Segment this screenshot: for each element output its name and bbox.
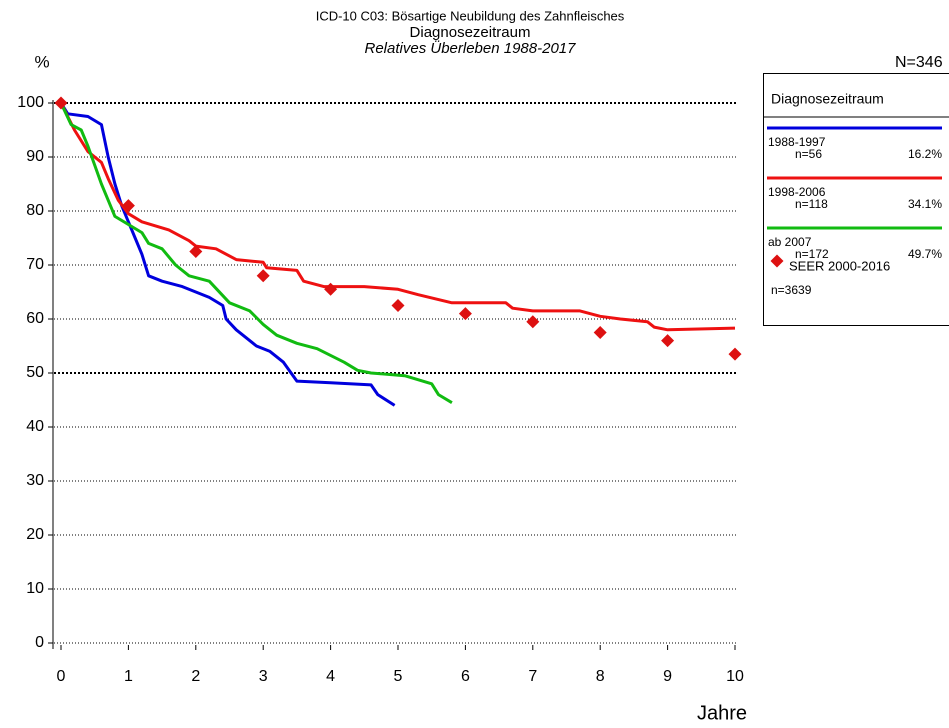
legend-title: Diagnosezeitraum <box>771 91 884 107</box>
x-tick-label: 10 <box>726 668 744 685</box>
legend-label: ab 2007 <box>768 235 812 249</box>
x-tick-label: 4 <box>326 668 335 685</box>
x-tick-label: 3 <box>259 668 268 685</box>
chart-title: ICD-10 C03: Bösartige Neubildung des Zah… <box>316 8 625 23</box>
x-tick-label: 1 <box>124 668 133 685</box>
legend-n: n=118 <box>795 197 828 211</box>
y-tick-label: 50 <box>26 364 44 381</box>
legend-share: 49.7% <box>908 247 942 261</box>
x-tick-label: 5 <box>394 668 403 685</box>
seer-marker <box>593 326 607 339</box>
y-tick-label: 30 <box>26 472 44 489</box>
legend-n: n=172 <box>795 247 829 261</box>
seer-marker <box>526 315 540 329</box>
legend-label: SEER 2000-2016 <box>789 258 890 273</box>
x-tick-label: 9 <box>663 668 672 685</box>
seer-marker <box>256 269 270 283</box>
legend-marker <box>770 254 784 268</box>
x-tick-label: 7 <box>528 668 537 685</box>
y-tick-label: 40 <box>26 418 44 435</box>
survival-line <box>59 102 396 407</box>
y-tick-label: 20 <box>26 526 44 543</box>
seer-marker <box>121 199 135 213</box>
total-label: N=346 <box>895 54 943 71</box>
legend-label: 1998-2006 <box>768 185 826 199</box>
legend-share: 16.2% <box>908 147 942 161</box>
survival-line <box>59 102 453 404</box>
seer-marker <box>391 299 405 312</box>
seer-marker <box>54 96 68 110</box>
legend-n: n=56 <box>795 147 822 161</box>
seer-marker <box>661 334 675 348</box>
seer-marker <box>324 282 338 296</box>
x-tick-label: 0 <box>57 668 66 685</box>
y-tick-label: 80 <box>26 202 44 219</box>
chart-subtitle: Diagnosezeitraum <box>410 24 531 41</box>
legend-box <box>763 73 949 326</box>
x-tick-label: 8 <box>596 668 605 685</box>
survival-line <box>59 102 736 332</box>
seer-marker <box>728 347 742 361</box>
legend-label: 1988-1997 <box>768 135 826 149</box>
y-tick-label: 60 <box>26 310 44 327</box>
x-tick-label: 6 <box>461 668 470 685</box>
y-tick-label: 0 <box>35 634 44 651</box>
y-tick-label: 10 <box>26 580 44 597</box>
seer-marker <box>189 245 203 258</box>
legend-n: n=3639 <box>771 283 812 297</box>
y-tick-label: 70 <box>26 256 44 273</box>
chart-subtitle: Relatives Überleben 1988-2017 <box>365 39 577 57</box>
x-tick-label: 2 <box>191 668 200 685</box>
y-tick-label: 90 <box>26 148 44 165</box>
y-tick-label: 100 <box>17 94 44 111</box>
legend-share: 34.1% <box>908 197 942 211</box>
x-axis-label: Jahre <box>697 702 747 724</box>
y-axis-label: % <box>34 52 49 71</box>
seer-marker <box>458 307 472 321</box>
